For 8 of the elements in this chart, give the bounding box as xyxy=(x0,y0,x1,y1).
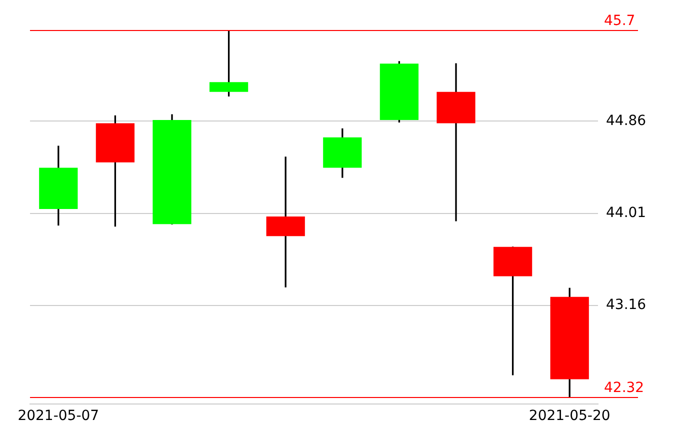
y-tick-label: 44.01 xyxy=(606,204,646,221)
y-tick-label: 44.86 xyxy=(606,112,646,129)
ref-line-label: 42.32 xyxy=(604,380,644,396)
candlestick xyxy=(436,63,476,222)
x-tick-label: 2021-05-07 xyxy=(18,408,100,424)
x-tick-label: 2021-05-20 xyxy=(528,408,610,424)
y-tick-label: 43.16 xyxy=(606,297,646,314)
ref-line-label: 45.7 xyxy=(604,13,636,30)
